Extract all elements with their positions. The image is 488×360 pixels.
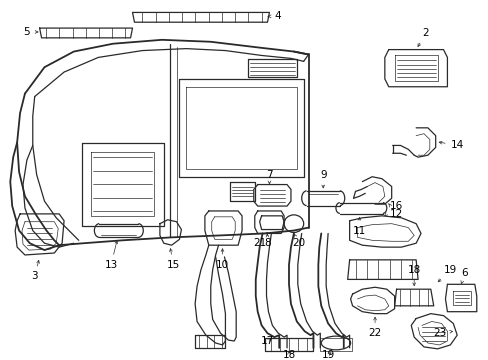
Text: 7: 7 [265, 170, 272, 184]
Text: 19: 19 [321, 350, 334, 360]
Text: 16: 16 [384, 201, 403, 216]
Text: 21: 21 [252, 233, 267, 248]
Text: 15: 15 [166, 249, 180, 270]
Text: 11: 11 [352, 217, 366, 235]
Text: 2: 2 [417, 28, 428, 46]
Text: 23: 23 [432, 328, 451, 338]
Text: 9: 9 [319, 170, 326, 188]
Text: 12: 12 [388, 204, 403, 219]
Text: 10: 10 [216, 249, 228, 270]
Text: 17: 17 [260, 336, 274, 346]
Text: 18: 18 [407, 265, 420, 285]
Text: 3: 3 [31, 260, 40, 282]
Text: 13: 13 [104, 241, 118, 270]
Text: 18: 18 [282, 350, 295, 360]
Text: 6: 6 [460, 267, 468, 284]
Text: 4: 4 [267, 12, 280, 21]
Text: 8: 8 [264, 234, 270, 248]
Text: 14: 14 [438, 140, 463, 150]
Text: 20: 20 [292, 234, 305, 248]
Text: 19: 19 [437, 265, 456, 282]
Text: 22: 22 [367, 317, 381, 338]
Text: 5: 5 [23, 27, 38, 37]
